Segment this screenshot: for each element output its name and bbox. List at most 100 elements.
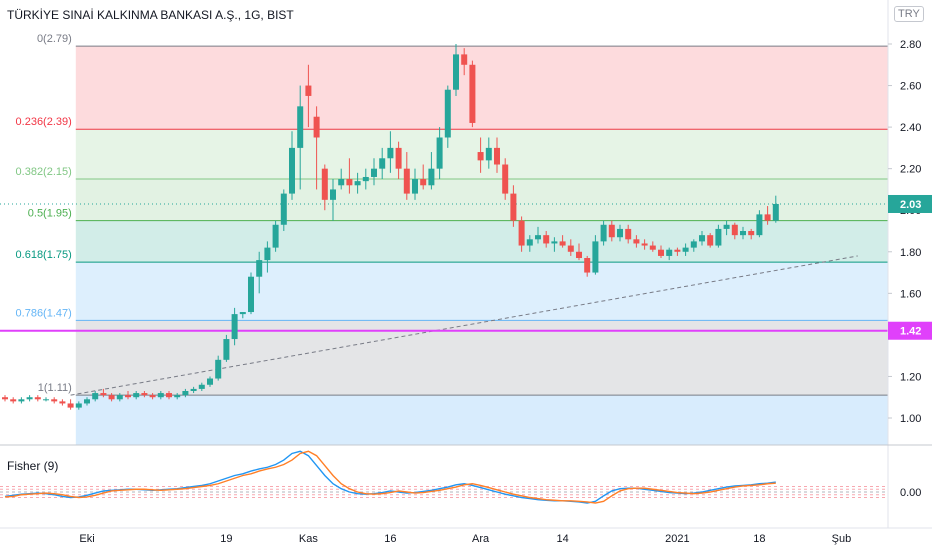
candle-body <box>182 390 189 396</box>
candle-body <box>494 147 500 165</box>
fib-label-0: 0(2.79) <box>37 33 72 45</box>
fib-label-4: 0.618(1.75) <box>16 249 72 261</box>
fib-label-1: 0.236(2.39) <box>16 116 72 128</box>
candle-body <box>690 241 697 248</box>
candle-body <box>313 116 320 138</box>
price-tick-label: 2.80 <box>900 39 921 51</box>
candle-body <box>84 399 90 404</box>
candle-body <box>543 235 550 244</box>
candle-body <box>133 393 140 398</box>
candle-body <box>67 403 74 408</box>
fib-zone-0 <box>75 46 889 130</box>
time-tick-label: 16 <box>384 533 396 545</box>
candle-body <box>59 401 66 404</box>
trendline-segment <box>70 255 858 396</box>
candle-body <box>756 214 763 236</box>
candle-body <box>526 239 533 246</box>
fib-label-5: 0.786(1.47) <box>16 307 72 319</box>
price-tick-label: 1.60 <box>900 288 921 300</box>
currency-badge[interactable]: TRY <box>894 6 924 22</box>
candle-body <box>444 89 451 138</box>
candle-body <box>34 397 41 400</box>
candle-body <box>682 247 689 252</box>
fib-label-6: 1(1.11) <box>38 382 72 394</box>
candle-body <box>699 235 705 242</box>
candle-body <box>617 228 623 238</box>
candle-body <box>649 245 656 250</box>
candle-body <box>346 179 353 186</box>
price-tick-label: 1.80 <box>900 247 921 259</box>
fib-zone-4 <box>75 262 889 321</box>
candle-body <box>321 168 328 200</box>
candle-body <box>297 106 304 148</box>
candle-body <box>748 231 755 236</box>
candle-body <box>633 239 640 244</box>
hline-badge-bg <box>888 321 932 340</box>
candle-body <box>584 258 591 273</box>
candle-body <box>289 147 295 194</box>
price-tick-label: 2.40 <box>900 122 921 134</box>
candle-body <box>420 179 427 186</box>
candle-body <box>305 85 312 96</box>
candle-body <box>10 399 17 402</box>
candle-body <box>658 249 664 256</box>
candle-body <box>157 393 164 398</box>
candle-body <box>149 395 156 398</box>
candle-body <box>551 241 558 244</box>
candle-body <box>223 339 230 360</box>
fib-zone-2 <box>75 179 889 221</box>
candle-body <box>723 224 730 229</box>
candle-body <box>608 224 615 238</box>
candle-body <box>428 168 435 186</box>
candle-body <box>362 176 369 182</box>
candle-body <box>412 179 418 194</box>
candle-body <box>576 251 582 259</box>
candles <box>2 44 779 410</box>
candle-body <box>403 168 410 194</box>
candle-body <box>272 224 279 248</box>
candle-body <box>461 54 468 65</box>
fisher-title: Fisher (9) <box>7 459 59 473</box>
candle-body <box>772 203 779 221</box>
candle-body <box>625 228 632 240</box>
candle-body <box>75 403 82 408</box>
trendline <box>70 255 858 396</box>
candle-body <box>707 235 714 246</box>
candle-body <box>141 393 148 396</box>
candle-body <box>174 395 181 398</box>
candle-body <box>371 168 377 177</box>
candle-body <box>2 397 8 400</box>
candle-body <box>125 395 131 398</box>
candle-body <box>231 314 238 340</box>
candle-body <box>666 249 673 256</box>
time-tick-label: 14 <box>556 533 568 545</box>
candle-body <box>535 235 541 240</box>
time-tick-label: 19 <box>220 533 232 545</box>
candle-body <box>198 384 205 389</box>
candle-body <box>387 147 394 159</box>
candle-body <box>510 193 517 221</box>
time-tick-label: 2021 <box>665 533 689 545</box>
candle-body <box>559 241 566 246</box>
candle-body <box>715 228 722 246</box>
time-tick-label: Eki <box>79 533 94 545</box>
hline-badge-label: 1.42 <box>900 326 921 338</box>
candle-body <box>330 189 336 200</box>
candle-body <box>166 393 172 398</box>
price-tick-label: 2.60 <box>900 81 921 93</box>
fib-zone-6 <box>75 395 889 445</box>
candle-body <box>764 214 771 221</box>
fib-zones <box>75 46 889 445</box>
candle-body <box>108 395 115 400</box>
candle-body <box>641 243 648 246</box>
fib-levels: 0(2.79) 0.236(2.39) 0.382(2.15) 0.5(1.95) 0.… <box>16 33 888 396</box>
horizontal-line-layer <box>0 203 888 332</box>
time-tick-label: Kas <box>299 533 318 545</box>
fib-label-2: 0.382(2.15) <box>16 166 72 178</box>
candle-body <box>207 378 213 385</box>
candle-body <box>26 397 33 400</box>
last-price-badge-bg <box>888 194 932 213</box>
candle-body <box>379 158 386 169</box>
fib-zone-3 <box>75 220 889 263</box>
